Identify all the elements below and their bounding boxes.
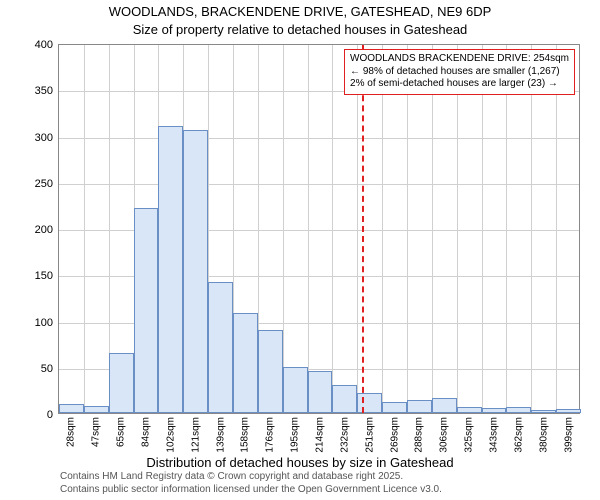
- histogram-bar: [556, 409, 581, 413]
- x-tick-label: 343sqm: [489, 417, 500, 453]
- histogram-bar: [59, 404, 84, 413]
- y-tick-label: 200: [35, 224, 53, 236]
- histogram-bar: [258, 330, 283, 413]
- histogram-bar: [357, 393, 382, 413]
- x-tick-label: 399sqm: [563, 417, 574, 453]
- y-tick-label: 100: [35, 317, 53, 329]
- histogram-bar: [432, 398, 457, 413]
- gridline-vertical: [84, 45, 85, 413]
- gridline-vertical: [308, 45, 309, 413]
- x-tick-label: 214sqm: [315, 417, 326, 453]
- gridline-horizontal: [59, 138, 579, 139]
- x-tick-label: 121sqm: [190, 417, 201, 453]
- gridline-vertical: [283, 45, 284, 413]
- x-tick-label: 176sqm: [265, 417, 276, 453]
- y-tick-label: 50: [41, 363, 53, 375]
- histogram-bar: [407, 400, 432, 413]
- annotation-line: 2% of semi-detached houses are larger (2…: [350, 78, 569, 91]
- y-tick-label: 150: [35, 270, 53, 282]
- gridline-vertical: [506, 45, 507, 413]
- annotation-box: WOODLANDS BRACKENDENE DRIVE: 254sqm← 98%…: [344, 49, 575, 95]
- x-tick-label: 28sqm: [66, 417, 77, 447]
- reference-line: [362, 45, 364, 413]
- y-tick-label: 0: [47, 409, 53, 421]
- x-axis-label: Distribution of detached houses by size …: [0, 455, 600, 470]
- gridline-vertical: [357, 45, 358, 413]
- attribution-line-2: Contains public sector information licen…: [60, 484, 442, 497]
- histogram-bar: [134, 208, 159, 413]
- annotation-line: ← 98% of detached houses are smaller (1,…: [350, 66, 569, 79]
- gridline-vertical: [382, 45, 383, 413]
- x-tick-label: 84sqm: [141, 417, 152, 447]
- gridline-vertical: [457, 45, 458, 413]
- histogram-bar: [506, 407, 531, 413]
- y-tick-label: 250: [35, 178, 53, 190]
- chart-container: WOODLANDS, BRACKENDENE DRIVE, GATESHEAD,…: [0, 0, 600, 500]
- gridline-vertical: [556, 45, 557, 413]
- gridline-vertical: [432, 45, 433, 413]
- gridline-horizontal: [59, 184, 579, 185]
- plot-area: 05010015020025030035040028sqm47sqm65sqm8…: [58, 44, 580, 414]
- x-tick-label: 102sqm: [165, 417, 176, 453]
- x-tick-label: 362sqm: [513, 417, 524, 453]
- x-tick-label: 269sqm: [389, 417, 400, 453]
- x-tick-label: 139sqm: [215, 417, 226, 453]
- y-tick-label: 350: [35, 85, 53, 97]
- y-tick-label: 300: [35, 132, 53, 144]
- x-tick-label: 325sqm: [464, 417, 475, 453]
- gridline-vertical: [482, 45, 483, 413]
- histogram-bar: [183, 130, 208, 413]
- gridline-vertical: [407, 45, 408, 413]
- histogram-bar: [482, 408, 507, 413]
- y-tick-label: 400: [35, 39, 53, 51]
- histogram-bar: [158, 126, 183, 413]
- histogram-bar: [332, 385, 357, 413]
- x-tick-label: 232sqm: [339, 417, 350, 453]
- annotation-line: WOODLANDS BRACKENDENE DRIVE: 254sqm: [350, 53, 569, 66]
- histogram-bar: [109, 353, 134, 413]
- attribution: Contains HM Land Registry data © Crown c…: [60, 471, 442, 496]
- chart-title: WOODLANDS, BRACKENDENE DRIVE, GATESHEAD,…: [0, 4, 600, 19]
- x-tick-label: 195sqm: [290, 417, 301, 453]
- gridline-vertical: [531, 45, 532, 413]
- x-tick-label: 380sqm: [538, 417, 549, 453]
- gridline-vertical: [332, 45, 333, 413]
- histogram-bar: [208, 282, 233, 413]
- x-tick-label: 158sqm: [240, 417, 251, 453]
- histogram-bar: [283, 367, 308, 413]
- histogram-bar: [84, 406, 109, 413]
- histogram-bar: [233, 313, 258, 413]
- attribution-line-1: Contains HM Land Registry data © Crown c…: [60, 471, 442, 484]
- x-tick-label: 47sqm: [91, 417, 102, 447]
- x-tick-label: 288sqm: [414, 417, 425, 453]
- chart-subtitle: Size of property relative to detached ho…: [0, 22, 600, 37]
- histogram-bar: [382, 402, 407, 413]
- histogram-bar: [531, 410, 556, 413]
- histogram-bar: [308, 371, 333, 413]
- x-tick-label: 306sqm: [439, 417, 450, 453]
- x-tick-label: 65sqm: [116, 417, 127, 447]
- histogram-bar: [457, 407, 482, 413]
- x-tick-label: 251sqm: [364, 417, 375, 453]
